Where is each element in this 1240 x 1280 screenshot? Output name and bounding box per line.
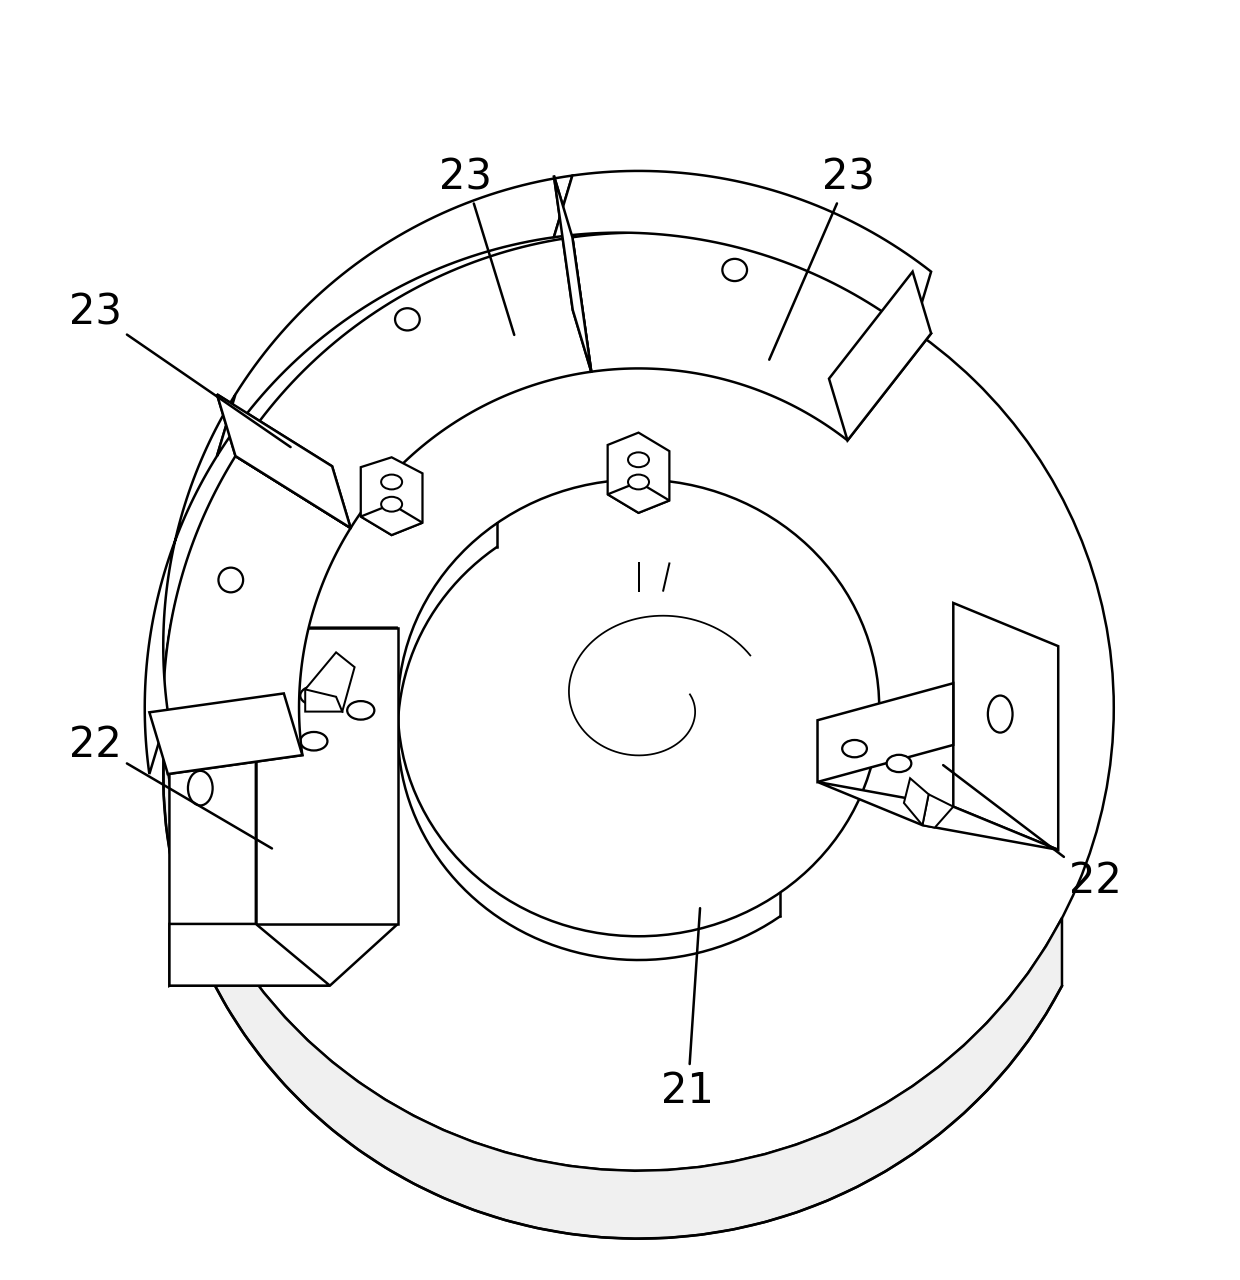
Ellipse shape	[188, 771, 212, 805]
Polygon shape	[830, 271, 931, 440]
Ellipse shape	[300, 732, 327, 750]
Polygon shape	[904, 778, 929, 826]
Polygon shape	[255, 627, 398, 924]
Polygon shape	[170, 924, 398, 986]
Text: 22: 22	[944, 765, 1122, 901]
Ellipse shape	[988, 695, 1013, 732]
Polygon shape	[145, 394, 236, 774]
Ellipse shape	[381, 475, 402, 489]
Ellipse shape	[887, 755, 911, 772]
Polygon shape	[954, 603, 1058, 850]
Polygon shape	[923, 795, 954, 828]
Ellipse shape	[723, 259, 746, 282]
Polygon shape	[305, 653, 355, 712]
Polygon shape	[149, 694, 303, 774]
Polygon shape	[217, 394, 351, 529]
Ellipse shape	[300, 686, 327, 705]
Polygon shape	[554, 175, 591, 371]
Polygon shape	[573, 233, 931, 440]
Polygon shape	[164, 251, 1061, 1239]
Ellipse shape	[398, 480, 879, 936]
Ellipse shape	[627, 475, 649, 489]
Polygon shape	[361, 504, 423, 535]
Polygon shape	[217, 175, 573, 456]
Polygon shape	[361, 457, 423, 535]
Ellipse shape	[218, 567, 243, 593]
Text: 23: 23	[69, 292, 290, 447]
Text: 22: 22	[69, 724, 272, 849]
Ellipse shape	[381, 497, 402, 512]
Polygon shape	[217, 394, 351, 529]
Polygon shape	[170, 924, 330, 986]
Polygon shape	[305, 690, 342, 712]
Polygon shape	[170, 627, 398, 690]
Text: 23: 23	[439, 156, 515, 335]
Polygon shape	[554, 175, 591, 371]
Polygon shape	[236, 237, 591, 529]
Polygon shape	[170, 627, 255, 986]
Polygon shape	[164, 456, 351, 774]
Polygon shape	[554, 172, 931, 333]
Text: 23: 23	[769, 156, 875, 360]
Ellipse shape	[396, 308, 419, 330]
Polygon shape	[817, 684, 954, 782]
Polygon shape	[608, 483, 670, 513]
Text: 21: 21	[661, 909, 714, 1111]
Polygon shape	[608, 433, 670, 513]
Ellipse shape	[164, 244, 1114, 1171]
Ellipse shape	[842, 740, 867, 758]
Polygon shape	[817, 782, 1058, 850]
Ellipse shape	[347, 701, 374, 719]
Ellipse shape	[627, 452, 649, 467]
